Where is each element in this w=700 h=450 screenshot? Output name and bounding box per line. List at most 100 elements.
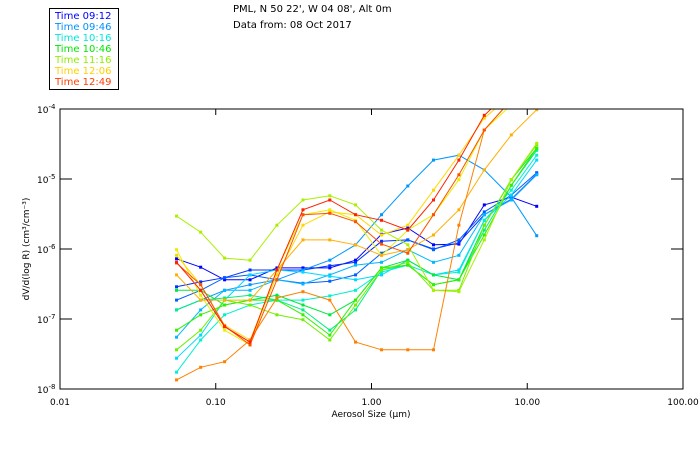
data-point bbox=[275, 268, 279, 272]
y-tick-label: 10-6 bbox=[37, 243, 56, 256]
data-point bbox=[354, 303, 358, 307]
data-point bbox=[199, 328, 203, 332]
data-point bbox=[301, 313, 305, 317]
data-point bbox=[328, 194, 332, 198]
data-point bbox=[175, 378, 179, 382]
data-point bbox=[175, 335, 179, 339]
data-point bbox=[457, 290, 461, 294]
data-point bbox=[431, 243, 435, 247]
data-point bbox=[457, 238, 461, 242]
data-point bbox=[457, 178, 461, 182]
data-point bbox=[482, 228, 486, 232]
y-tick-label: 10-5 bbox=[37, 173, 55, 186]
data-point bbox=[482, 203, 486, 207]
x-tick-label: 10.00 bbox=[514, 398, 540, 408]
legend-item: Time 09:12 bbox=[55, 11, 112, 22]
data-point bbox=[509, 133, 513, 137]
data-point bbox=[535, 158, 539, 162]
data-point bbox=[380, 273, 384, 277]
data-point bbox=[457, 223, 461, 227]
data-point bbox=[301, 290, 305, 294]
data-point bbox=[248, 278, 252, 282]
data-point bbox=[301, 208, 305, 212]
data-point bbox=[199, 338, 203, 342]
y-tick-exponent: -4 bbox=[48, 103, 56, 111]
data-point bbox=[535, 146, 539, 150]
data-point bbox=[223, 288, 227, 292]
data-point bbox=[354, 220, 358, 224]
data-point bbox=[275, 298, 279, 302]
data-point bbox=[380, 266, 384, 270]
data-point bbox=[406, 348, 410, 352]
data-point bbox=[175, 285, 179, 289]
data-point bbox=[431, 348, 435, 352]
data-point bbox=[380, 260, 384, 264]
data-point bbox=[482, 113, 486, 117]
data-point bbox=[431, 198, 435, 202]
data-point bbox=[175, 253, 179, 257]
data-point bbox=[535, 204, 539, 208]
data-point bbox=[509, 183, 513, 187]
data-point bbox=[354, 260, 358, 264]
data-point bbox=[223, 303, 227, 307]
y-tick-label: 10-8 bbox=[37, 383, 55, 396]
series-line-10 bbox=[176, 144, 538, 351]
legend-item: Time 11:16 bbox=[55, 55, 112, 66]
data-point bbox=[431, 233, 435, 237]
data-point bbox=[380, 253, 384, 257]
data-point bbox=[328, 258, 332, 262]
data-point bbox=[354, 213, 358, 217]
data-point bbox=[482, 213, 486, 217]
data-point bbox=[199, 283, 203, 287]
data-point bbox=[223, 360, 227, 364]
data-point bbox=[510, 98, 513, 101]
x-tick-label: 0.01 bbox=[50, 398, 70, 408]
data-point bbox=[301, 318, 305, 322]
data-point bbox=[301, 268, 305, 272]
data-point bbox=[380, 213, 384, 217]
data-point bbox=[380, 268, 384, 272]
y-tick-base: 10 bbox=[37, 316, 49, 326]
y-tick-exponent: -6 bbox=[48, 243, 56, 251]
data-point bbox=[354, 263, 358, 267]
data-point bbox=[175, 257, 179, 261]
data-point bbox=[535, 84, 538, 87]
data-point bbox=[482, 128, 486, 132]
data-point bbox=[199, 333, 203, 337]
data-point bbox=[248, 288, 252, 292]
data-point bbox=[199, 298, 203, 302]
data-point bbox=[406, 243, 410, 247]
data-point bbox=[328, 211, 332, 215]
data-point bbox=[380, 233, 384, 237]
data-point bbox=[175, 260, 179, 264]
y-tick-exponent: -7 bbox=[48, 313, 55, 321]
data-point bbox=[380, 218, 384, 222]
data-point bbox=[223, 296, 227, 300]
data-point bbox=[431, 248, 435, 252]
data-point bbox=[457, 241, 461, 245]
data-point bbox=[248, 293, 252, 297]
data-point bbox=[509, 195, 513, 199]
data-point bbox=[354, 340, 358, 344]
data-point bbox=[175, 348, 179, 352]
data-point bbox=[406, 223, 410, 227]
data-point bbox=[223, 298, 227, 302]
data-point bbox=[482, 218, 486, 222]
data-point bbox=[354, 298, 358, 302]
data-point bbox=[328, 208, 332, 212]
y-tick-base: 10 bbox=[37, 176, 49, 186]
data-point bbox=[328, 333, 332, 337]
y-tick-base: 10 bbox=[37, 106, 49, 116]
data-point bbox=[509, 193, 513, 197]
data-point bbox=[175, 214, 179, 218]
data-point bbox=[328, 274, 332, 278]
data-point bbox=[457, 278, 461, 282]
data-point bbox=[223, 313, 227, 317]
data-point bbox=[275, 266, 279, 270]
data-point bbox=[328, 264, 332, 268]
data-point bbox=[457, 268, 461, 272]
data-point bbox=[275, 313, 279, 317]
data-point bbox=[248, 258, 252, 262]
x-tick-label: 100.00 bbox=[667, 398, 699, 408]
